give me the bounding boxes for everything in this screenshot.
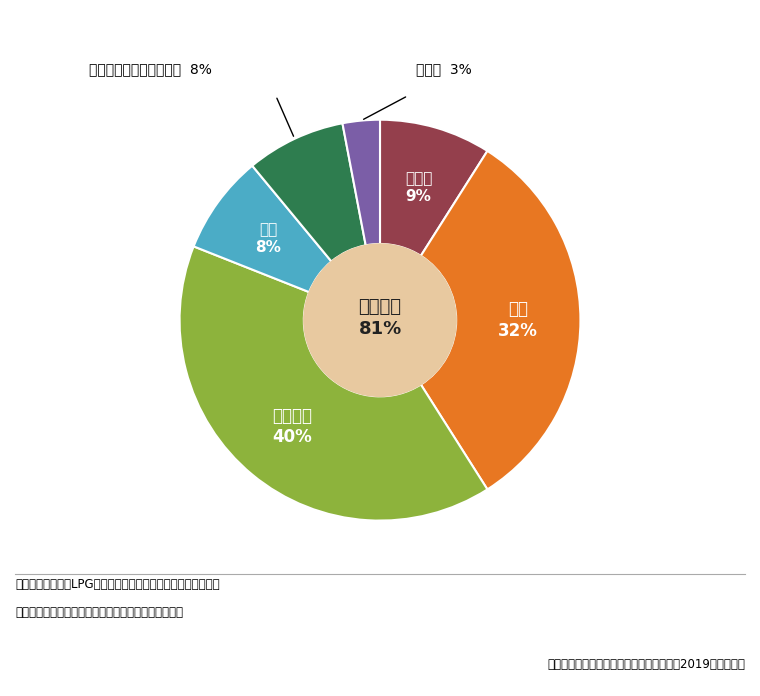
- Wedge shape: [380, 120, 487, 256]
- Wedge shape: [421, 151, 581, 489]
- Circle shape: [304, 244, 456, 396]
- Text: 電源別発電電力量の割合（2017年）: 電源別発電電力量の割合（2017年）: [225, 15, 535, 44]
- Text: （注）石油等にはLPG、その他ガスおよび瀝青質混合物を含む: （注）石油等にはLPG、その他ガスおよび瀝青質混合物を含む: [15, 578, 220, 591]
- Wedge shape: [252, 123, 366, 262]
- Text: 石炭
32%: 石炭 32%: [499, 301, 538, 340]
- Wedge shape: [179, 246, 487, 521]
- Text: 水力
8%: 水力 8%: [255, 222, 281, 255]
- Text: 原子力  3%: 原子力 3%: [416, 63, 472, 77]
- Text: 天然ガス
40%: 天然ガス 40%: [272, 407, 312, 446]
- Text: 化石燃料
81%: 化石燃料 81%: [359, 298, 401, 338]
- Text: 資源エネルギー庁「総合エネルギー統計」を基に作成: 資源エネルギー庁「総合エネルギー統計」を基に作成: [15, 606, 183, 619]
- Wedge shape: [343, 120, 380, 245]
- Text: 石油等
9%: 石油等 9%: [405, 171, 432, 204]
- Wedge shape: [194, 166, 331, 292]
- Text: 出典：資源エネルギー庁「エネルギー白書2019」より作成: 出典：資源エネルギー庁「エネルギー白書2019」より作成: [547, 658, 745, 671]
- Text: 地熱および新エネルギー  8%: 地熱および新エネルギー 8%: [90, 63, 212, 77]
